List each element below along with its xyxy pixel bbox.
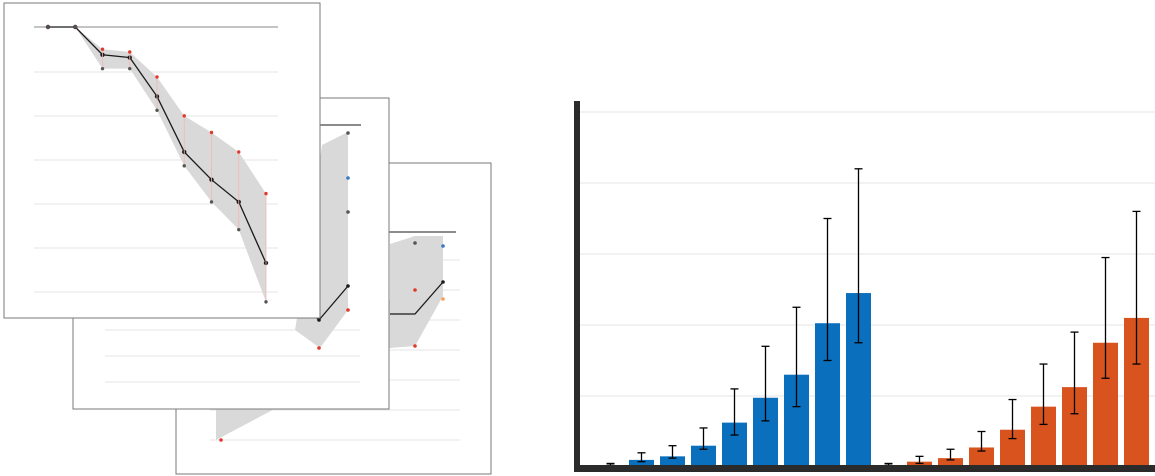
data-point	[441, 280, 445, 284]
data-point	[155, 75, 159, 79]
data-point	[73, 25, 77, 29]
orange-bar	[907, 461, 932, 467]
blue-bar	[691, 445, 716, 467]
blue-bar	[629, 459, 654, 467]
data-point	[264, 300, 268, 304]
x-axis	[574, 465, 1155, 472]
data-point	[346, 308, 350, 312]
y-axis	[574, 101, 580, 472]
data-point	[46, 25, 50, 29]
data-point	[413, 241, 417, 245]
data-point	[237, 150, 241, 154]
bar-chart	[574, 101, 1155, 472]
data-point	[182, 114, 186, 118]
data-point	[100, 47, 105, 51]
data-point	[237, 227, 241, 232]
data-point	[100, 66, 105, 71]
data-point	[441, 244, 445, 248]
data-point	[219, 438, 223, 442]
data-point	[346, 176, 350, 180]
data-point	[413, 288, 417, 292]
data-point	[413, 344, 417, 348]
data-point	[346, 284, 350, 288]
orange-bar	[969, 447, 994, 467]
data-point	[182, 164, 186, 168]
data-point	[209, 200, 214, 204]
data-point	[441, 297, 445, 301]
data-point	[346, 210, 350, 214]
data-point	[155, 108, 159, 112]
data-point	[346, 131, 350, 135]
orange-bar	[938, 458, 963, 467]
blue-bar	[660, 456, 685, 467]
data-point	[317, 318, 321, 322]
data-point	[209, 130, 214, 135]
panel-front	[3, 2, 321, 319]
data-point	[264, 191, 268, 196]
data-point	[128, 50, 132, 54]
mean-line	[390, 281, 444, 315]
data-point	[317, 346, 321, 350]
data-point	[128, 66, 132, 71]
